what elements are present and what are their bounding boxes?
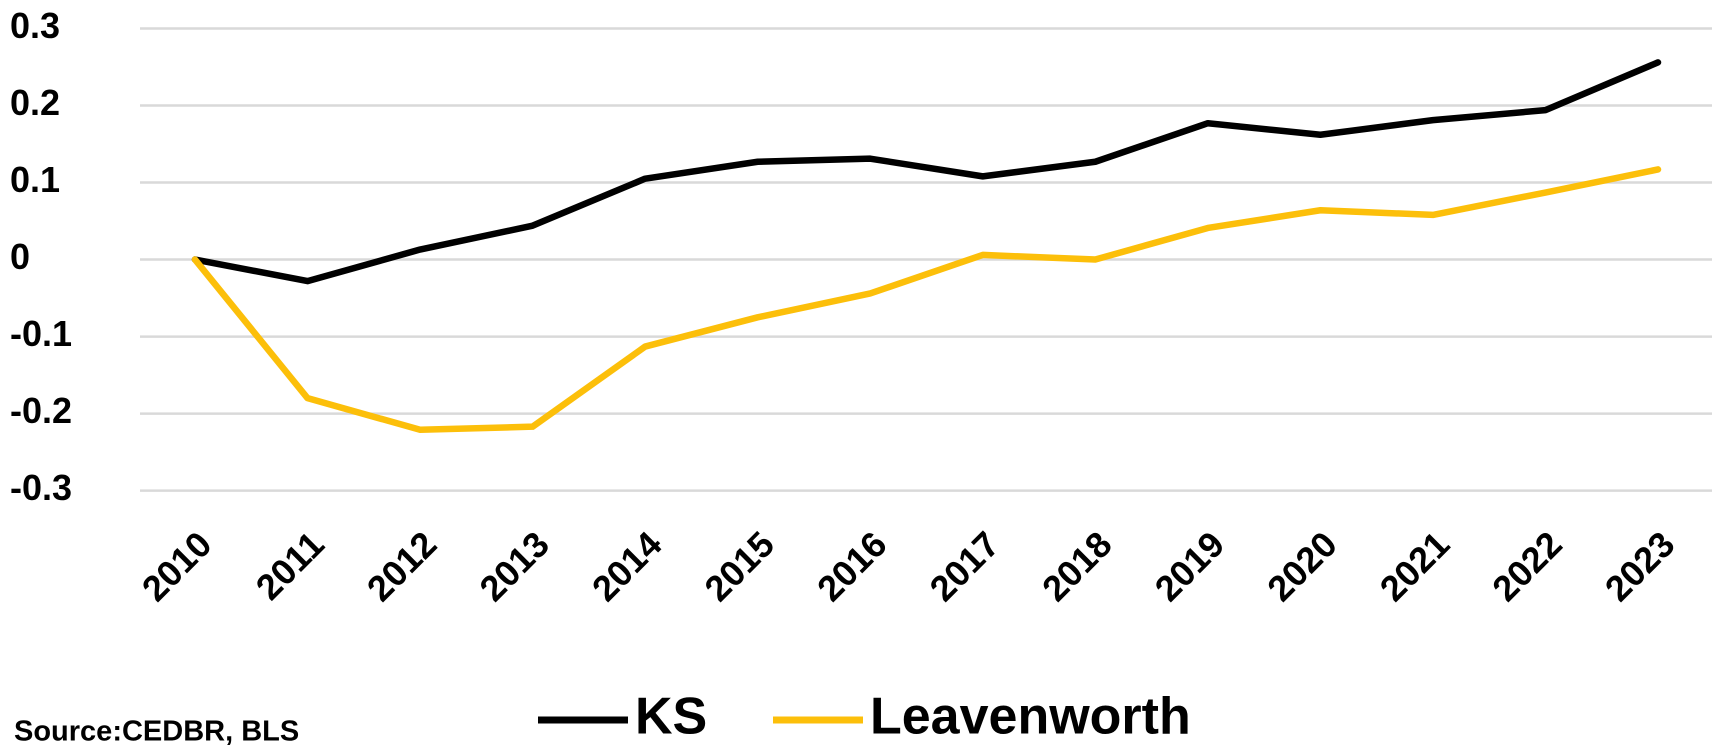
line-series	[191, 59, 1662, 285]
legend-label: KS	[635, 688, 707, 746]
y-tick-label: 0.1	[10, 159, 60, 200]
x-tick-label: 2013	[471, 523, 557, 609]
y-tick-label: 0.2	[10, 82, 60, 123]
y-tick-label: -0.1	[10, 313, 72, 354]
x-tick-label: 2016	[809, 523, 895, 609]
x-tick-label: 2021	[1372, 523, 1458, 609]
source-note: Source:CEDBR, BLS	[14, 716, 299, 748]
y-tick-label: 0.3	[10, 5, 60, 46]
x-tick-label: 2010	[134, 523, 220, 609]
x-tick-label: 2012	[359, 523, 445, 609]
x-tick-label: 2014	[584, 523, 670, 609]
x-tick-label: 2017	[922, 523, 1008, 609]
x-tick-label: 2023	[1597, 523, 1683, 609]
x-tick-label: 2020	[1259, 523, 1345, 609]
x-tick-label: 2019	[1147, 523, 1233, 609]
y-tick-label: -0.2	[10, 390, 72, 431]
y-tick-label: -0.3	[10, 467, 72, 508]
y-tick-label: 0	[10, 236, 30, 277]
x-tick-label: 2011	[248, 523, 332, 607]
x-tick-label: 2015	[696, 523, 782, 609]
legend-label: Leavenworth	[870, 688, 1191, 746]
line-series	[191, 166, 1662, 434]
x-tick-label: 2018	[1034, 523, 1120, 609]
x-tick-label: 2022	[1484, 523, 1570, 609]
